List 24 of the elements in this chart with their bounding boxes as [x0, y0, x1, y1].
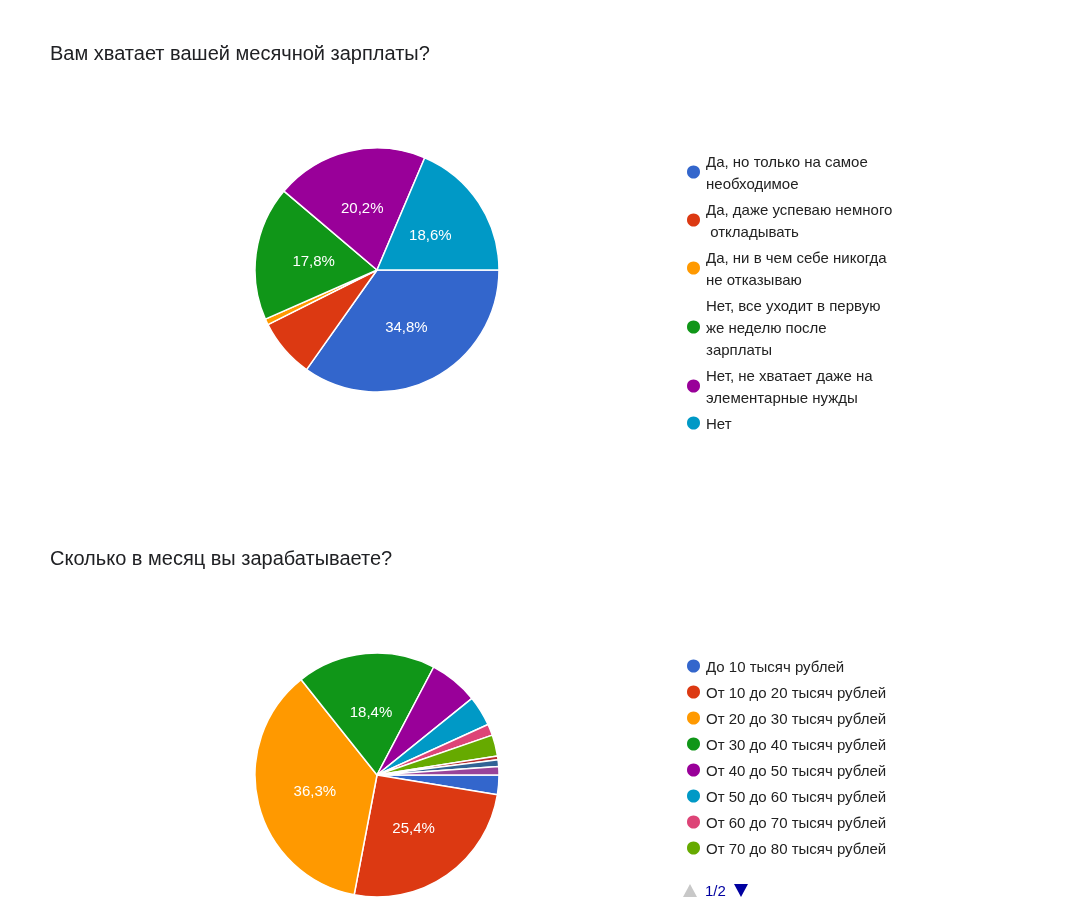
chart-title: Сколько в месяц вы зарабатываете?: [50, 547, 393, 569]
legend-label: От 30 до 40 тысяч рублей: [706, 735, 887, 753]
legend-label: От 20 до 30 тысяч рублей: [706, 709, 887, 727]
data-label: 25,4%: [392, 818, 435, 836]
text: 1/2: [705, 882, 726, 899]
data-label: 34,8%: [385, 318, 428, 336]
legend-label: От 40 до 50 тысяч рублей: [706, 761, 887, 779]
data-label: 18,6%: [409, 226, 452, 244]
legend-label: Да, ни в чем себе никогда не отказываю: [706, 248, 891, 288]
legend-label: От 10 до 20 тысяч рублей: [706, 683, 887, 701]
data-label: 18,4%: [349, 702, 393, 720]
data-label: 36,3%: [293, 781, 337, 799]
data-label: 20,2%: [340, 199, 384, 217]
data-label: 17,8%: [292, 252, 335, 270]
legend-label: Да, даже успеваю немного откладывать: [706, 200, 893, 240]
legend-label: До 10 тысяч рублей: [706, 657, 845, 675]
legend-label: Нет: [706, 414, 732, 432]
legend-label: Да, но только на самое необходимое: [706, 152, 872, 192]
legend-label: От 50 до 60 тысяч рублей: [706, 787, 887, 805]
legend-label: От 70 до 80 тысяч рублей: [706, 839, 887, 857]
legend-label: Нет, не хватает даже на элементарные нужды: [706, 366, 877, 406]
legend-label: Нет, все уходит в первую же неделю после зарплаты: [706, 296, 885, 358]
legend-label: От 60 до 70 тысяч рублей: [706, 813, 887, 831]
chart-title: Вам хватает вашей месячной зарплаты?: [50, 42, 430, 64]
